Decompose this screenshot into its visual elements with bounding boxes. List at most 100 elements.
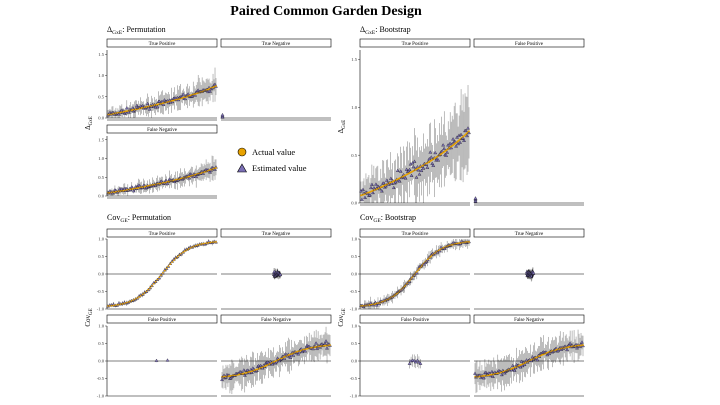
estimated-point: [578, 344, 582, 348]
y-tick-label: 0.5: [98, 94, 104, 99]
estimated-point: [565, 347, 569, 352]
estimated-point: [547, 351, 552, 355]
data-series: [407, 354, 423, 369]
estimated-point: [461, 136, 465, 140]
estimated-point: [499, 372, 504, 377]
facet-strip: [220, 38, 332, 48]
data-series: [359, 239, 471, 309]
estimated-point: [369, 185, 373, 190]
estimated-point: [535, 358, 540, 362]
estimated-point: [416, 168, 421, 172]
data-series: [106, 239, 218, 308]
y-tick-label: 0.5: [351, 341, 357, 346]
y-tick-label: 0.5: [98, 175, 104, 180]
estimated-point: [398, 169, 403, 173]
facet-strip: [106, 314, 218, 324]
estimated-point: [278, 272, 283, 276]
y-axis-label: CovGE: [84, 308, 94, 326]
estimated-point: [491, 374, 495, 378]
panel-title-symbol: Cov: [360, 213, 373, 222]
facet-true-positive: True Positive -1.0 -0.5 0.0 0.5 1.0: [97, 228, 218, 312]
actual-point: [134, 298, 137, 300]
estimated-point: [126, 110, 131, 114]
y-tick-label: 0.5: [351, 254, 357, 259]
y-tick-label: 0.0: [98, 116, 104, 121]
estimated-point: [378, 187, 382, 191]
y-axis-label-symbol: Cov: [84, 315, 92, 327]
estimated-point: [154, 358, 159, 362]
estimated-point: [193, 93, 198, 97]
facet-false-positive: False Positive -1.0 -0.5 0.0 0.5 1.0: [97, 314, 218, 399]
estimated-point: [512, 368, 517, 372]
data-series: [220, 326, 332, 395]
estimated-point: [145, 101, 150, 105]
panel-title: CovGE: Bootstrap: [360, 213, 416, 224]
facet-strip-label: False Negative: [261, 318, 292, 323]
estimated-point: [465, 133, 469, 138]
estimated-point: [403, 176, 408, 180]
facet-true-negative: True Negative: [220, 38, 332, 121]
panel-title-subscript: GxE: [112, 30, 123, 36]
facet-strip-label: True Positive: [149, 232, 176, 237]
facet-strip: [359, 314, 471, 324]
actual-point: [415, 270, 418, 273]
actual-point: [182, 251, 184, 254]
panel-title-rest: : Bootstrap: [375, 25, 410, 34]
actual-point: [171, 261, 173, 264]
estimated-point: [427, 156, 432, 161]
estimated-point: [391, 185, 396, 189]
estimated-point: [431, 163, 436, 167]
estimated-point: [125, 106, 129, 110]
actual-point: [169, 263, 172, 266]
estimated-point: [421, 166, 426, 170]
actual-point: [163, 269, 166, 272]
y-tick-label: 1.0: [98, 73, 104, 78]
estimated-point: [157, 99, 162, 103]
actual-point: [202, 242, 205, 245]
actual-point: [172, 259, 175, 262]
estimated-point: [303, 349, 308, 353]
actual-point: [193, 245, 195, 248]
facet-strip-label: False Positive: [401, 318, 430, 323]
actual-point: [215, 241, 217, 243]
facet-strip: [359, 38, 471, 48]
actual-point: [127, 301, 130, 304]
y-tick-label: -1.0: [350, 394, 358, 399]
y-axis-label-subscript: GxE: [89, 116, 94, 125]
estimated-point: [363, 195, 367, 199]
estimated-point: [242, 373, 247, 377]
estimated-point: [381, 181, 386, 185]
panel-title-subscript: GE: [120, 218, 128, 224]
facet-true-negative: True Negative: [220, 228, 332, 310]
estimated-point: [384, 178, 389, 182]
estimated-point: [459, 132, 463, 136]
estimated-point: [194, 174, 198, 178]
estimated-point: [311, 346, 315, 351]
data-series: [154, 358, 170, 363]
estimated-point: [407, 361, 412, 365]
estimated-point: [418, 361, 423, 365]
estimated-point: [410, 161, 415, 165]
estimated-point: [556, 348, 561, 353]
estimated-point: [123, 111, 127, 115]
facet-strip-label: False Negative: [514, 318, 545, 323]
estimated-point: [417, 172, 422, 176]
estimated-point: [165, 181, 170, 185]
estimated-point: [131, 189, 136, 193]
estimated-point: [314, 341, 318, 345]
facet-strip: [106, 124, 218, 134]
actual-point: [167, 265, 170, 268]
estimated-point: [161, 102, 166, 106]
actual-point: [187, 248, 190, 250]
estimated-point: [412, 159, 417, 163]
facet-strip: [359, 228, 471, 238]
estimated-point: [448, 141, 452, 145]
estimated-point: [220, 377, 224, 381]
estimated-point: [449, 145, 453, 150]
facet-false-negative: False Negative: [473, 314, 585, 397]
legend-actual-marker: [237, 147, 247, 157]
estimated-point: [415, 271, 419, 275]
